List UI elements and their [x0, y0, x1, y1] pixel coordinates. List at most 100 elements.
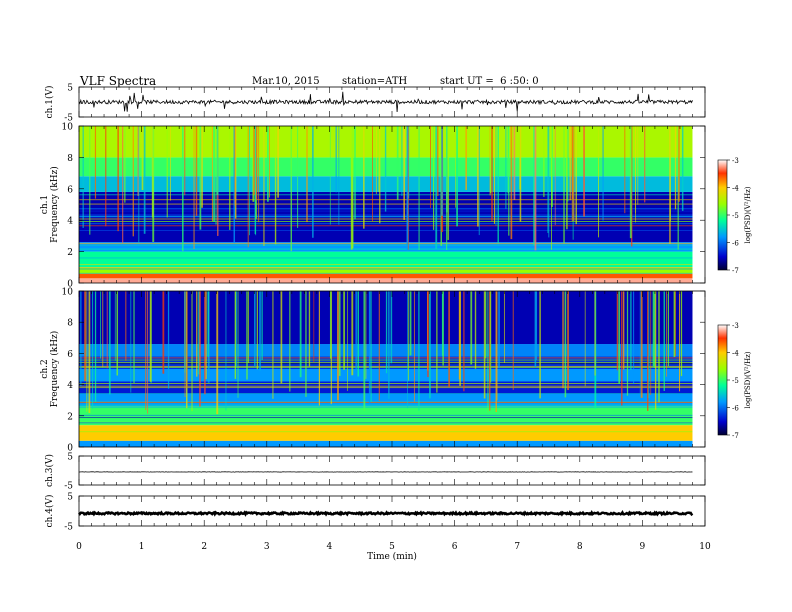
- spectrogram-sferic: [495, 291, 497, 413]
- spectrogram-sferic: [145, 291, 147, 411]
- y-tick-label: 0: [67, 444, 73, 454]
- x-tick-label: 1: [139, 542, 145, 552]
- spectrogram-band: [79, 242, 693, 252]
- y-tick-label: 0: [67, 280, 73, 290]
- spectrogram-sferic: [635, 126, 636, 223]
- spectrogram-sferic: [407, 291, 408, 409]
- spectrogram-sferic: [533, 126, 535, 246]
- spectrogram-tone-line: [79, 365, 693, 367]
- spectrogram-sferic: [490, 126, 492, 194]
- spectrogram-sferic: [234, 291, 237, 379]
- spectrogram-sferic: [195, 126, 198, 216]
- spectrogram-sferic: [564, 291, 567, 398]
- spectrogram-sferic: [370, 291, 372, 402]
- spectrogram-sferic: [493, 126, 496, 224]
- spectrogram-sferic: [162, 291, 165, 374]
- spectrogram-band: [79, 291, 693, 345]
- spectrogram-sferic: [681, 126, 684, 211]
- start-time-label: start UT = 6 :50: 0: [440, 76, 539, 87]
- spectrogram-sferic: [114, 291, 116, 361]
- spectrogram-tone-line: [79, 357, 693, 359]
- spectrogram-sferic: [463, 291, 465, 392]
- spectrogram-sferic: [547, 126, 549, 234]
- spectrogram-sferic: [225, 291, 227, 411]
- spectrogram-tone-line: [79, 387, 693, 389]
- colorbar-tick-label: -4: [732, 185, 739, 193]
- spectrogram-sferic: [199, 291, 201, 407]
- spectrogram-sferic: [235, 291, 237, 368]
- spectrogram-sferic: [363, 291, 366, 411]
- spectrogram-sferic: [124, 126, 126, 203]
- spectrogram-sferic: [308, 291, 311, 367]
- spectrogram-sferic: [290, 126, 292, 252]
- spectrogram-sferic: [575, 126, 577, 225]
- spectrogram-sferic: [181, 126, 184, 252]
- spectrogram-sferic: [447, 126, 449, 240]
- spectrogram-sferic: [498, 291, 500, 369]
- spectrogram-tone-line: [79, 248, 693, 250]
- spectrogram-sferic: [678, 126, 680, 202]
- spectrogram-sferic: [253, 126, 255, 195]
- spectrogram-tone-line: [79, 243, 693, 245]
- spectrogram-tone-line: [79, 417, 693, 419]
- spectrogram-sferic: [193, 126, 195, 249]
- spectrogram-sferic: [551, 126, 552, 250]
- spectrogram-sferic: [563, 126, 565, 244]
- spectrogram-sferic: [503, 291, 505, 363]
- x-tick-label: 0: [76, 542, 82, 552]
- spectrogram-sferic: [216, 126, 219, 195]
- spectrogram-sferic: [100, 291, 101, 359]
- x-tick-label: 4: [327, 542, 333, 552]
- spectrogram-sferic: [441, 291, 444, 356]
- spectrogram-sferic: [297, 126, 299, 228]
- spectrogram-sferic: [82, 126, 84, 228]
- spectrogram-sferic: [629, 126, 632, 239]
- spectrogram-sferic: [403, 126, 405, 220]
- spectrogram-sferic: [534, 291, 537, 367]
- spectrogram-sferic: [207, 291, 209, 357]
- spectrogram-band: [79, 267, 693, 274]
- spectrogram-sferic: [94, 291, 97, 402]
- spectrogram-sferic: [474, 291, 477, 369]
- spectrogram-sferic: [363, 126, 365, 229]
- y-tick-label: 5: [67, 493, 73, 503]
- y-tick-label: -5: [64, 114, 73, 124]
- x-tick-label: 2: [201, 542, 207, 552]
- spectrogram-sferic: [427, 291, 429, 378]
- spectrogram-sferic: [666, 291, 667, 377]
- spectrogram-sferic: [105, 126, 107, 227]
- spectrogram-sferic: [204, 291, 206, 395]
- spectrogram-sferic: [430, 126, 431, 209]
- colorbar-tick-label: -4: [732, 350, 739, 358]
- spectrogram-tone-line: [79, 446, 693, 447]
- spectrogram-sferic: [343, 291, 345, 370]
- spectrogram-tone-line: [79, 360, 693, 361]
- spectrogram-sferic: [132, 126, 134, 237]
- spectrogram-sferic: [86, 291, 88, 412]
- spectrogram-tone-line: [79, 267, 693, 269]
- spectrogram-tone-line: [79, 363, 693, 365]
- spectrogram-sferic: [266, 126, 269, 202]
- y-axis-label: Frequency (kHz): [49, 331, 60, 408]
- spectrogram-sferic: [277, 126, 279, 198]
- spectrogram-sferic: [234, 126, 237, 219]
- spectrogram-sferic: [254, 126, 256, 234]
- spectrogram-sferic: [141, 126, 144, 191]
- spectrogram-sferic: [633, 291, 635, 385]
- y-tick-label: 10: [62, 288, 74, 298]
- spectrogram-sferic: [470, 291, 473, 365]
- spectrogram-band: [79, 369, 693, 382]
- spectrogram-sferic: [375, 126, 377, 195]
- spectrogram-sferic: [368, 291, 371, 403]
- spectrogram-sferic: [213, 126, 215, 223]
- spectrogram-sferic: [653, 291, 656, 369]
- spectrogram-sferic: [584, 291, 586, 387]
- colorbar-tick-label: -5: [732, 377, 739, 385]
- spectrogram-band: [79, 278, 693, 283]
- spectrogram-sferic: [413, 291, 415, 402]
- spectrogram-sferic: [572, 126, 574, 240]
- spectrogram-sferic: [618, 291, 621, 384]
- spectrogram-sferic: [667, 291, 670, 367]
- spectrogram-sferic: [390, 291, 393, 364]
